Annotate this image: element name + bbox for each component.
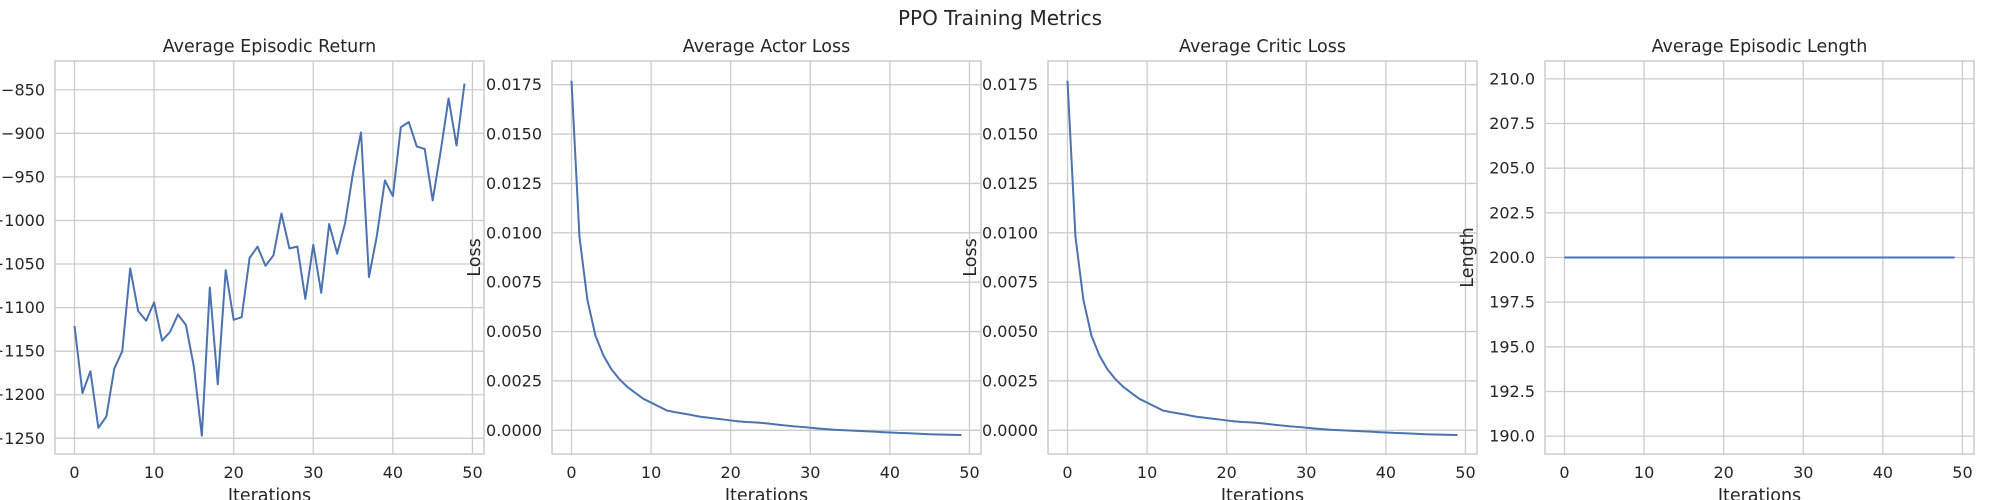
subplot-average-episodic-length: 0 10 20 30 40 50 190.0 192.5 195.0 197.5 200.0 202.…	[1458, 37, 1975, 500]
x-axis-label: Iterations	[1718, 486, 1801, 500]
plot-area	[1048, 61, 1477, 454]
x-tick-label: 40	[383, 463, 403, 482]
series-line	[570, 80, 962, 437]
x-tick-label: 50	[462, 463, 482, 482]
y-tick-label: 205.0	[1489, 159, 1535, 178]
y-axis-label: Length	[1458, 227, 1478, 287]
x-tick-label: 0	[566, 463, 576, 482]
plot-area	[55, 61, 484, 454]
axes-frame	[551, 60, 982, 455]
subplot-title: Average Episodic Length	[1652, 37, 1868, 57]
y-tick-label: 192.5	[1489, 382, 1535, 401]
x-tick-label: 20	[1217, 463, 1237, 482]
y-tick-label: 0.0175	[486, 75, 542, 94]
y-axis-label: Loss	[961, 238, 981, 276]
subplot-title: Average Actor Loss	[683, 37, 850, 57]
y-tick-label: −1150	[0, 342, 45, 361]
x-tick-label: 20	[721, 463, 741, 482]
y-tick-label: 0.0175	[982, 75, 1038, 94]
y-tick-label: 0.0125	[982, 174, 1038, 193]
y-tick-label: 197.5	[1489, 293, 1535, 312]
y-tick-label: 190.0	[1489, 427, 1535, 446]
x-tick-label: 30	[800, 463, 820, 482]
y-tick-label: 0.0100	[486, 223, 542, 242]
x-tick-label: 50	[959, 463, 979, 482]
subplot-average-actor-loss: 0 10 20 30 40 50 0.0000 0.0025 0.0050 0.0075 0.010…	[465, 37, 982, 500]
x-tick-label: 30	[303, 463, 323, 482]
x-axis-label: Iterations	[725, 486, 808, 500]
y-axis-label: Loss	[465, 238, 485, 276]
y-tick-label: 0.0000	[486, 421, 542, 440]
subplot-title: Average Episodic Return	[163, 37, 377, 57]
x-tick-label: 50	[1952, 463, 1972, 482]
x-axis-label: Iterations	[1221, 486, 1304, 500]
y-tick-label: 0.0025	[982, 371, 1038, 390]
y-tick-label: 202.5	[1489, 203, 1535, 222]
figure-title: PPO Training Metrics	[897, 6, 1103, 30]
y-tick-label: −1000	[0, 211, 45, 230]
y-tick-label: 210.0	[1489, 69, 1535, 88]
series-line	[73, 83, 466, 437]
y-tick-label: 0.0075	[982, 273, 1038, 292]
x-tick-label: 40	[1873, 463, 1893, 482]
plot-area	[552, 61, 981, 454]
subplot-average-episodic-return: 0 10 20 30 40 50 −1250 −1200 −1150 −1100 −1050 −100…	[0, 37, 485, 500]
y-tick-label: −850	[1, 80, 45, 99]
subplot-average-critic-loss: 0 10 20 30 40 50 0.0000 0.0025 0.0050 0.0075 0.010…	[961, 37, 1478, 500]
y-tick-label: 0.0150	[982, 125, 1038, 144]
y-tick-label: 0.0050	[486, 322, 542, 341]
series-line	[1066, 80, 1458, 437]
axes-frame	[1544, 60, 1975, 455]
x-tick-label: 40	[880, 463, 900, 482]
y-tick-label: 0.0100	[982, 223, 1038, 242]
axes-frame	[1047, 60, 1478, 455]
y-tick-label: 0.0000	[982, 421, 1038, 440]
y-tick-label: 0.0025	[486, 371, 542, 390]
y-tick-label: 207.5	[1489, 114, 1535, 133]
x-tick-label: 50	[1455, 463, 1475, 482]
y-tick-label: 0.0050	[982, 322, 1038, 341]
x-tick-label: 0	[69, 463, 79, 482]
x-tick-label: 0	[1559, 463, 1569, 482]
axes-frame	[54, 60, 485, 455]
y-tick-label: −900	[1, 124, 45, 143]
y-tick-label: −1100	[0, 298, 45, 317]
x-tick-label: 30	[1793, 463, 1813, 482]
x-tick-label: 10	[144, 463, 164, 482]
y-tick-label: −1250	[0, 429, 45, 448]
y-tick-label: −950	[1, 167, 45, 186]
x-tick-label: 30	[1296, 463, 1316, 482]
x-tick-label: 20	[224, 463, 244, 482]
y-tick-label: 0.0075	[486, 273, 542, 292]
y-tick-label: −1200	[0, 385, 45, 404]
x-tick-label: 10	[641, 463, 661, 482]
y-tick-label: 195.0	[1489, 337, 1535, 356]
x-tick-label: 0	[1062, 463, 1072, 482]
y-tick-label: 0.0125	[486, 174, 542, 193]
x-tick-label: 10	[1634, 463, 1654, 482]
subplot-title: Average Critic Loss	[1179, 37, 1346, 57]
y-tick-label: 0.0150	[486, 125, 542, 144]
x-tick-label: 20	[1714, 463, 1734, 482]
y-tick-label: −1050	[0, 255, 45, 274]
x-tick-label: 10	[1137, 463, 1157, 482]
y-tick-label: 200.0	[1489, 248, 1535, 267]
x-tick-label: 40	[1376, 463, 1396, 482]
x-axis-label: Iterations	[228, 486, 311, 500]
